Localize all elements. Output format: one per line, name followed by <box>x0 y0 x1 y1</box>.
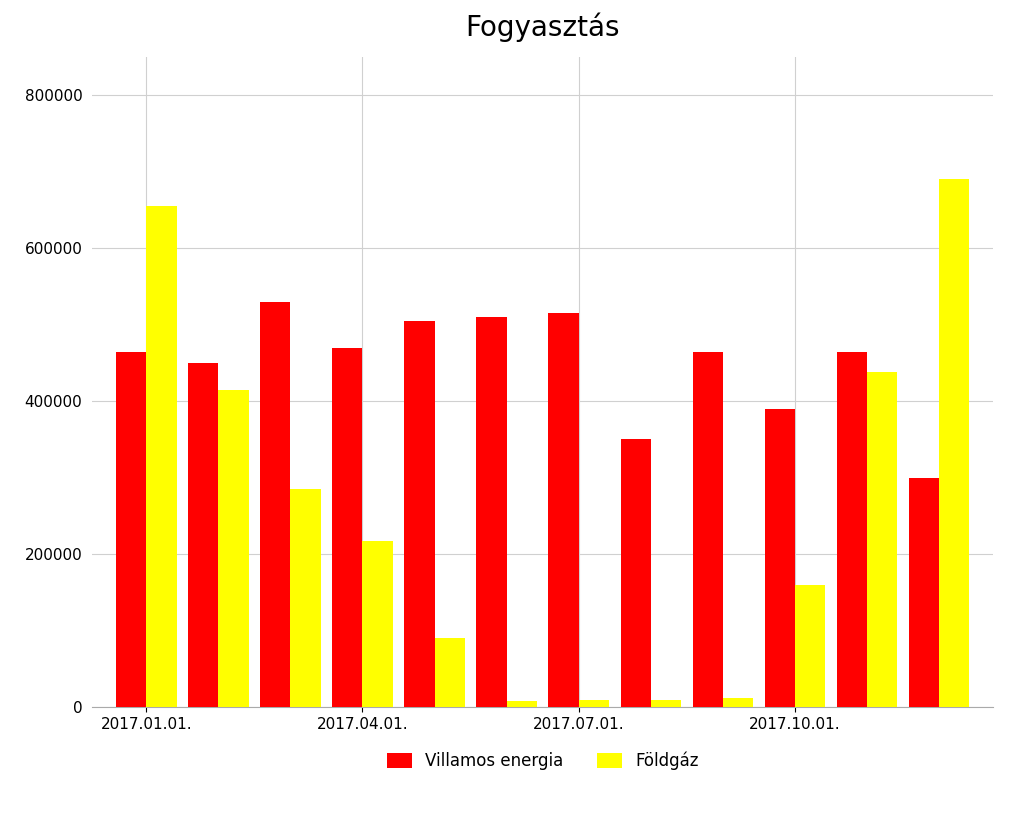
Bar <box>723 698 754 707</box>
Bar <box>332 348 362 707</box>
Bar <box>765 409 795 707</box>
Bar <box>188 363 218 707</box>
Bar <box>404 321 434 707</box>
Bar <box>651 700 681 707</box>
Title: Fogyasztás: Fogyasztás <box>466 12 620 42</box>
Legend: Villamos energia, Földgáz: Villamos energia, Földgáz <box>380 746 706 777</box>
Bar <box>116 351 146 707</box>
Bar <box>260 302 291 707</box>
Bar <box>146 207 176 707</box>
Bar <box>549 313 579 707</box>
Bar <box>909 478 939 707</box>
Bar <box>218 389 249 707</box>
Bar <box>507 701 537 707</box>
Bar <box>867 372 897 707</box>
Bar <box>621 440 651 707</box>
Bar <box>795 585 825 707</box>
Bar <box>362 541 393 707</box>
Bar <box>291 489 321 707</box>
Bar <box>579 700 609 707</box>
Bar <box>837 351 867 707</box>
Bar <box>434 638 465 707</box>
Bar <box>939 180 970 707</box>
Bar <box>692 351 723 707</box>
Bar <box>476 317 507 707</box>
